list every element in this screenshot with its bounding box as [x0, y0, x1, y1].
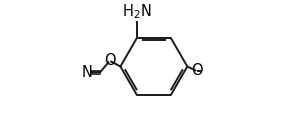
Text: O: O	[104, 53, 116, 68]
Text: N: N	[82, 65, 93, 80]
Text: O: O	[191, 63, 203, 78]
Text: $\mathregular{H_2N}$: $\mathregular{H_2N}$	[123, 2, 152, 21]
